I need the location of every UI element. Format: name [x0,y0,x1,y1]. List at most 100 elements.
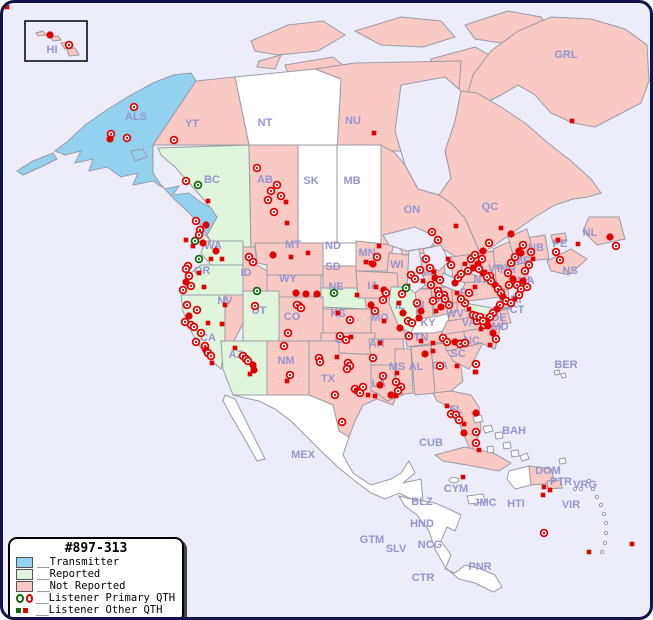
region-label-mt: MT [285,239,301,251]
region-newfoundland [582,216,626,246]
listener-primary-qth-marker [393,386,403,396]
listener-primary-qth-marker [440,294,450,304]
legend-item-reported: __Reported [16,568,176,580]
listener-other-qth-marker [196,270,202,276]
legend-item-label: __Transmitter [37,556,120,568]
listener-primary-qth-marker [330,390,340,400]
listener-other-qth-marker [555,237,561,243]
legend-item-transmitter: __Transmitter [16,556,176,568]
region-label-ncg: NCG [418,539,442,551]
region-label-on: ON [404,204,421,216]
region-label-slv: SLV [386,543,407,555]
region-nm [266,340,310,396]
listener-other-qth-marker [540,492,546,498]
legend-item-label: __Listener Other QTH [36,604,163,616]
listener-other-qth-marker [232,345,238,351]
listener-primary-qth-marker [368,353,378,363]
listener-other-qth-marker [183,237,189,243]
listener-primary-qth-marker [474,264,484,274]
listener-primary-qth-marker [269,207,279,217]
listener-other-qth-marker [190,243,196,249]
listener-other-qth-marker [478,326,484,332]
listener-primary-qth-marker [243,356,253,366]
listener-primary-qth-marker [182,300,192,310]
listener-primary-qth-marker [313,290,321,298]
region-label-yt: YT [185,118,199,130]
listener-primary-qth-marker [472,409,480,417]
listener-primary-qth-marker [391,377,401,387]
region-label-ia: IA [368,280,379,292]
legend-item-label: __Not Reported [37,580,126,592]
region-label-hnd: HND [410,518,434,530]
listener-other-qth-marker [575,241,581,247]
region-label-vir: VIR [562,499,580,511]
listener-primary-qth-marker [510,252,520,262]
region-or [182,264,244,298]
listener-primary-qth-marker [470,250,480,260]
listener-primary-qth-marker [404,331,414,341]
listener-primary-qth-marker [378,371,388,381]
listener-primary-qth-marker [507,230,515,238]
listener-primary-qth-marker [520,266,530,276]
listener-primary-qth-marker [471,438,481,448]
listener-primary-qth-marker [367,301,375,309]
region-label-vrg: VRG [573,479,597,491]
listener-primary-qth-marker [292,289,300,297]
region-jamaica [466,493,486,505]
listener-other-qth-marker [547,487,553,493]
region-cayman [448,477,460,483]
green-circle-marker-icon [16,593,24,603]
listener-primary-qth-marker [266,186,276,196]
region-label-cub: CUB [419,437,443,449]
listener-primary-qth-marker [191,216,201,226]
listener-primary-qth-marker [191,337,201,347]
legend-item-not-reported: __Not Reported [16,580,176,592]
legend-item-primary-qth: __Listener Primary QTH [16,592,176,604]
listener-primary-qth-marker [272,180,282,190]
listener-other-qth-marker [205,320,211,326]
transmitter-swatch [16,556,33,568]
region-label-nu: NU [345,115,361,127]
listener-other-qth-marker [376,243,382,249]
listener-primary-qth-marker [378,295,388,305]
listener-primary-qth-marker [46,31,54,39]
listener-primary-qth-marker [446,260,456,270]
region-label-al: AL [409,361,424,373]
region-label-wv: WV [446,308,464,320]
not-reported-swatch [16,580,33,592]
listener-other-qth-marker [487,342,493,348]
region-ns [546,248,588,276]
listener-markers [4,4,635,555]
listener-primary-qth-marker [515,247,523,255]
listener-primary-qth-marker [248,257,258,267]
legend-item-label: __Listener Primary QTH [36,592,176,604]
listener-primary-qth-marker [456,269,466,279]
listener-primary-qth-marker [369,260,377,268]
listener-primary-qth-marker [460,338,470,348]
listener-primary-qth-marker [477,254,487,264]
region-greenland [464,16,650,128]
listener-primary-qth-marker [421,254,431,264]
listener-primary-qth-marker [381,288,391,298]
listener-primary-qth-marker [399,309,407,317]
region-label-nt: NT [258,117,273,129]
listener-primary-qth-marker [442,337,452,347]
listener-other-qth-marker [371,130,377,136]
listener-primary-qth-marker [372,252,382,262]
region-label-sd: SD [325,261,340,273]
listener-primary-qth-marker [428,296,438,306]
region-label-pnr: PNR [468,561,491,573]
listener-primary-qth-marker [64,40,74,50]
listener-primary-qth-marker [387,391,395,399]
listener-primary-qth-marker [276,191,286,201]
listener-primary-qth-marker [263,195,273,205]
region-label-nv: NV [217,295,233,307]
listener-primary-qth-marker [503,268,513,278]
region-label-sc: SC [450,348,465,360]
listener-other-qth-marker [393,393,399,399]
listener-primary-qth-marker [337,417,347,427]
region-mexico [232,394,424,502]
listener-other-qth-marker [431,269,437,275]
hudson-bay [394,76,462,196]
listener-other-qth-marker [365,392,371,398]
